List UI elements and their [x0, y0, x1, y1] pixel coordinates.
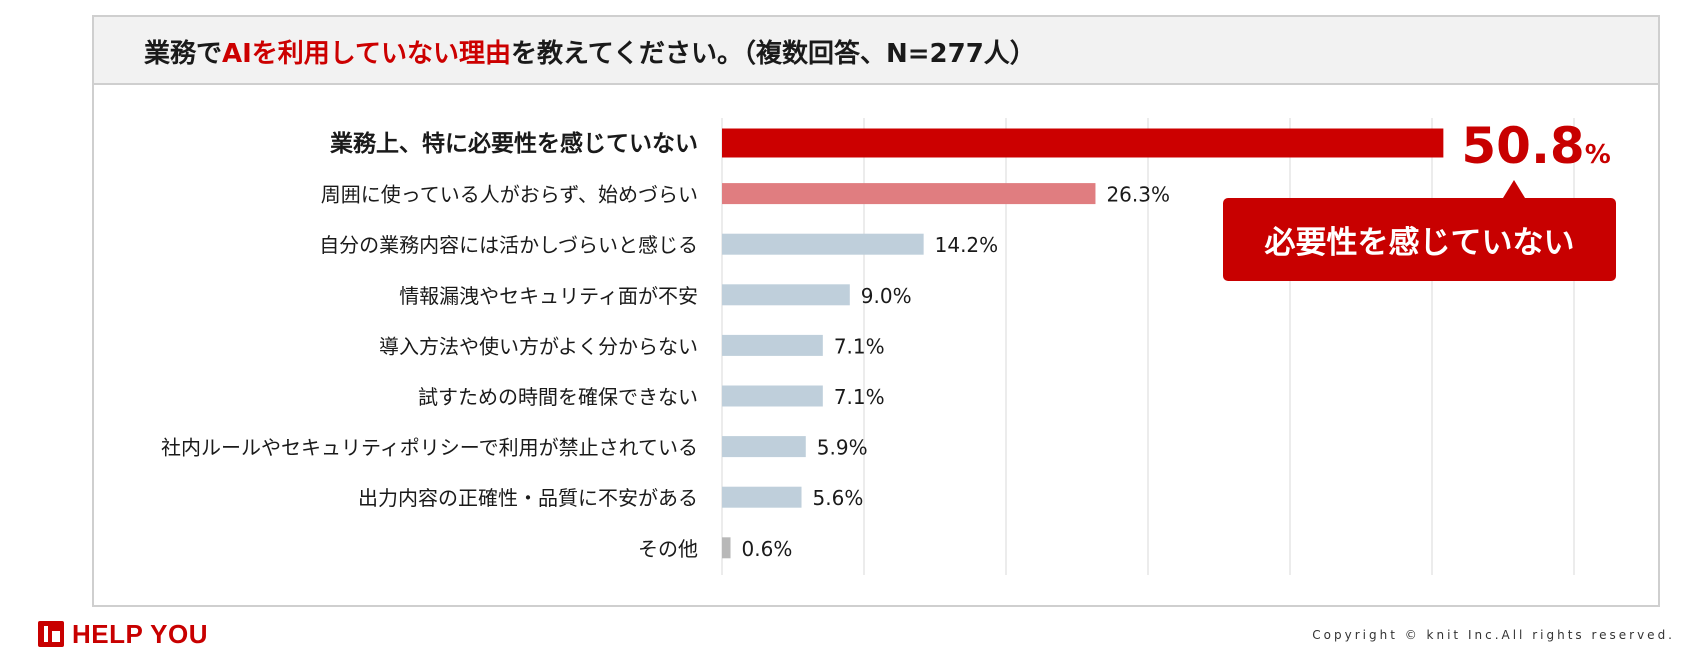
data-label-unit: % [1585, 140, 1611, 170]
data-label: 9.0% [861, 284, 912, 308]
callout-text: 必要性を感じていない [1264, 225, 1575, 261]
data-label: 5.6% [813, 486, 864, 510]
data-label: 14.2% [935, 233, 999, 257]
page-title: 業務でAIを利用していない理由を教えてください。（複数回答、N=277人） [144, 33, 1036, 70]
logo-text: HELP YOU [72, 618, 208, 649]
data-label: 5.9% [817, 436, 868, 460]
category-label: 自分の業務内容には活かしづらいと感じる [319, 233, 698, 257]
data-label: 0.6% [742, 537, 793, 561]
bar [722, 537, 731, 559]
category-label: 周囲に使っている人がおらず、始めづらい [321, 183, 698, 207]
bar [722, 183, 1096, 205]
title-prefix: 業務で [144, 39, 223, 69]
category-label: その他 [638, 537, 698, 561]
bar [722, 436, 806, 458]
bar [722, 486, 802, 508]
data-label: 26.3% [1106, 183, 1170, 207]
brand-logo: HELP YOU [38, 619, 208, 649]
data-label-top: 50.8% [1461, 117, 1610, 175]
bar [722, 385, 823, 407]
title-suffix: を教えてください。（複数回答、N=277人） [511, 39, 1036, 69]
title-bar: 業務でAIを利用していない理由を教えてください。（複数回答、N=277人） [94, 17, 1658, 85]
chart-frame: 業務でAIを利用していない理由を教えてください。（複数回答、N=277人） [92, 15, 1660, 607]
category-label: 出力内容の正確性・品質に不安がある [358, 486, 698, 510]
help-you-logo-icon [38, 621, 64, 647]
title-highlight: AIを利用していない理由 [222, 39, 512, 69]
category-label: 情報漏洩やセキュリティ面が不安 [399, 284, 698, 308]
category-label: 導入方法や使い方がよく分からない [379, 334, 698, 358]
bar [722, 334, 823, 356]
category-label: 試すための時間を確保できない [418, 385, 698, 409]
category-label: 業務上、特に必要性を感じていない [329, 130, 698, 157]
callout-box: 必要性を感じていない [1223, 180, 1616, 281]
bar [722, 128, 1444, 158]
bar [722, 233, 924, 255]
data-label: 7.1% [834, 385, 885, 409]
bar [722, 284, 850, 306]
category-label: 社内ルールやセキュリティポリシーで利用が禁止されている [161, 436, 698, 460]
data-label: 7.1% [834, 334, 885, 358]
copyright-text: Copyright © knit Inc.All rights reserved… [1312, 628, 1675, 642]
